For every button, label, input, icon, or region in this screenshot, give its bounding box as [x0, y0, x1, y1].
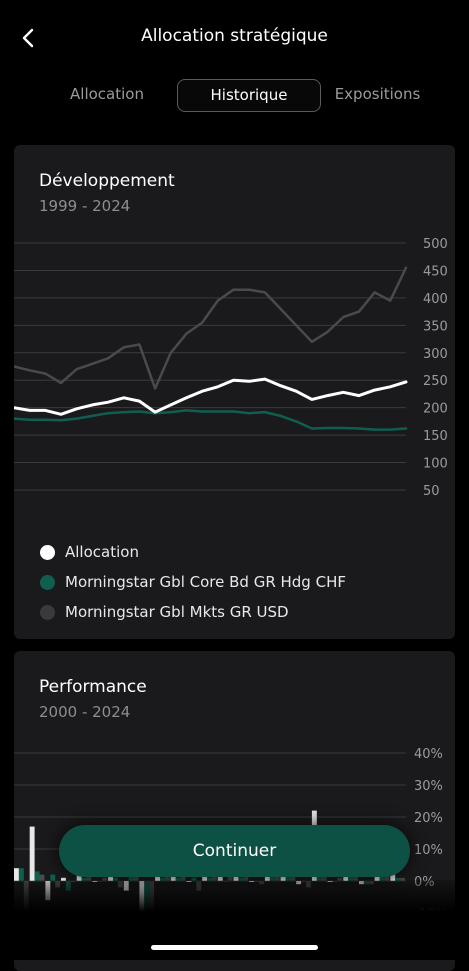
development-card: Développement 1999 - 2024 500 450 400 350 30…	[14, 145, 455, 639]
series-line-2	[14, 266, 408, 390]
bar-0	[61, 877, 66, 881]
bar-0	[390, 874, 396, 881]
bar-1	[160, 877, 165, 881]
bar-1	[207, 877, 212, 881]
y-tick-label: 100	[423, 457, 448, 472]
y-tick-label: 250	[423, 374, 448, 389]
bar-2	[400, 877, 405, 881]
bar-1	[175, 877, 181, 881]
bar-0	[14, 868, 19, 881]
performance-subtitle: 2000 - 2024	[39, 703, 131, 721]
development-title: Développement	[39, 171, 175, 191]
bar-0	[155, 874, 160, 881]
chevron-left-icon	[22, 28, 34, 48]
bar-1	[191, 877, 197, 881]
y-tick-label: 500	[423, 237, 448, 252]
chart-legend: Allocation Morningstar Gbl Core Bd GR Hd…	[40, 537, 346, 627]
y-tick-label: 450	[423, 264, 448, 279]
bar-1	[238, 877, 244, 881]
development-subtitle: 1999 - 2024	[39, 197, 131, 215]
performance-title: Performance	[39, 677, 147, 697]
home-indicator	[151, 945, 318, 950]
bar-1	[128, 874, 134, 881]
bar-0	[233, 874, 239, 881]
legend-dot-icon	[40, 604, 55, 620]
tab-allocation[interactable]: Allocation	[70, 85, 144, 103]
bar-0	[29, 826, 35, 881]
y-tick-label: 40%	[414, 747, 443, 762]
legend-label: Morningstar Gbl Core Bd GR Hdg CHF	[65, 573, 346, 591]
y-tick-label: 400	[423, 292, 448, 307]
tab-expositions[interactable]: Expositions	[334, 85, 421, 103]
y-tick-label: 150	[423, 429, 448, 444]
y-tick-label: 350	[423, 319, 448, 334]
legend-label: Morningstar Gbl Mkts GR USD	[65, 603, 289, 621]
y-tick-label: 30%	[414, 779, 443, 794]
legend-label: Allocation	[65, 543, 139, 561]
back-button[interactable]	[14, 24, 42, 52]
bar-2	[337, 877, 343, 881]
bar-1	[113, 877, 118, 881]
legend-item-bonds: Morningstar Gbl Core Bd GR Hdg CHF	[40, 567, 346, 597]
legend-item-equities: Morningstar Gbl Mkts GR USD	[40, 597, 346, 627]
bar-2	[39, 874, 45, 881]
legend-dot-icon	[40, 574, 55, 590]
y-tick-label: 20%	[414, 811, 443, 826]
development-chart: 500 450 400 350 300 250 200 150 100 50	[14, 237, 448, 499]
y-tick-label: 200	[423, 402, 448, 417]
bar-1	[50, 874, 56, 881]
legend-item-allocation: Allocation	[40, 537, 346, 567]
bar-0	[202, 874, 208, 881]
bar-1	[18, 868, 24, 881]
series-line-1	[14, 409, 408, 431]
legend-dot-icon	[40, 544, 55, 560]
bar-0	[108, 874, 113, 881]
y-tick-label: 10%	[414, 843, 443, 858]
header: Allocation stratégique	[0, 0, 469, 76]
bar-1	[348, 874, 354, 881]
bar-1	[81, 877, 87, 881]
y-tick-label: 300	[423, 347, 448, 362]
bar-1	[395, 877, 401, 881]
bar-2	[102, 877, 108, 881]
bar-1	[269, 874, 275, 881]
series-line-0	[14, 377, 408, 416]
tab-historique[interactable]: Historique	[177, 79, 321, 112]
continue-button[interactable]: Continuer	[59, 825, 410, 877]
tab-bar: Allocation Historique Expositions	[38, 79, 432, 112]
bar-1	[34, 871, 40, 881]
bar-2	[86, 874, 92, 881]
y-tick-label: 50	[423, 484, 440, 499]
page-title: Allocation stratégique	[141, 26, 328, 46]
bar-2	[243, 874, 249, 881]
